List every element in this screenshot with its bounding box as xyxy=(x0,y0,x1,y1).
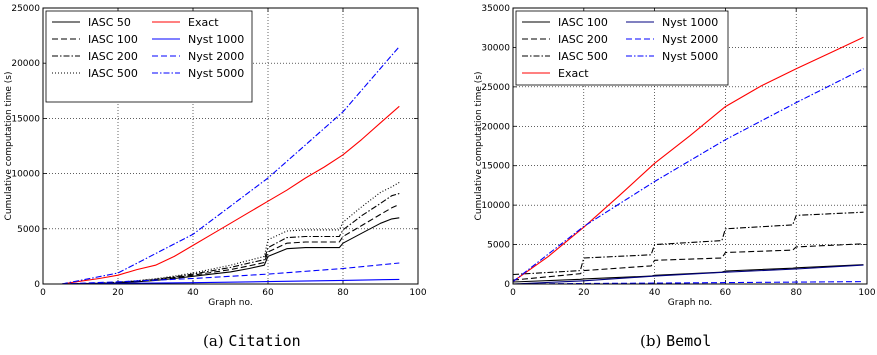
chart-panel-a: 0 20 40 60 80 100 0 5000 10000 15000 20000 25000 Gra… xyxy=(4,4,427,350)
series-group xyxy=(513,36,864,284)
y-tick-label: 5000 xyxy=(17,225,40,235)
x-tick-label: 0 xyxy=(40,288,46,298)
y-tick-label: 10000 xyxy=(481,201,510,211)
legend-label: Nyst 5000 xyxy=(188,67,244,80)
figure-caption: (b) Bemol xyxy=(640,332,711,350)
y-axis-label: Cumulative computation time (s) xyxy=(474,72,484,221)
legend-label: IASC 100 xyxy=(558,16,608,29)
legend-label: IASC 500 xyxy=(88,67,138,80)
x-tick-label: 60 xyxy=(720,288,732,298)
legend-label: IASC 100 xyxy=(88,33,138,46)
x-axis-label: Graph no. xyxy=(668,298,712,308)
figure-caption: (a) Citation xyxy=(203,332,301,350)
x-tick-label: 80 xyxy=(790,288,802,298)
y-tick-label: 10000 xyxy=(11,170,40,180)
legend-label: Nyst 1000 xyxy=(662,16,718,29)
caption-dataset-name: Bemol xyxy=(666,332,711,350)
y-tick-label: 5000 xyxy=(487,241,510,251)
x-tick-label: 80 xyxy=(337,288,349,298)
y-axis-label: Cumulative computation time (s) xyxy=(4,72,14,221)
y-tick-label: 0 xyxy=(34,280,40,290)
y-tick-label: 15000 xyxy=(11,114,40,124)
series-line-nyst-5000 xyxy=(513,68,864,283)
y-tick-label: 20000 xyxy=(481,122,510,132)
legend: IASC 100 IASC 200 IASC 500 Exact Nyst 1000 Ny… xyxy=(515,10,729,86)
legend-label: Exact xyxy=(558,67,589,80)
series-line-iasc-500 xyxy=(513,211,864,276)
series-line-iasc-200 xyxy=(513,243,864,281)
series-line-nyst-2000 xyxy=(61,262,400,284)
y-tick-label: 15000 xyxy=(481,162,510,172)
series-line-exact xyxy=(513,36,864,283)
legend-label: IASC 200 xyxy=(558,33,608,46)
legend-box xyxy=(515,10,729,86)
series-line-exact xyxy=(61,105,400,284)
caption-prefix: (b) xyxy=(640,332,666,350)
x-tick-label: 40 xyxy=(187,288,199,298)
y-tick-label: 25000 xyxy=(481,83,510,93)
series-line-iasc-200 xyxy=(61,192,400,284)
x-tick-label: 20 xyxy=(578,288,590,298)
legend-label: Nyst 5000 xyxy=(662,50,718,63)
caption-prefix: (a) xyxy=(203,332,228,350)
legend-box xyxy=(45,10,253,103)
x-tick-label: 60 xyxy=(262,288,274,298)
y-tick-label: 30000 xyxy=(481,43,510,53)
chart-panel-b: 0 20 40 60 80 100 0 5000 10000 15000 20000 25000 300… xyxy=(474,4,876,350)
x-tick-label: 100 xyxy=(409,288,426,298)
legend-label: Exact xyxy=(188,16,219,29)
y-tick-label: 20000 xyxy=(11,59,40,69)
x-tick-label: 20 xyxy=(112,288,124,298)
x-tick-label: 100 xyxy=(858,288,875,298)
plot-frame xyxy=(512,7,868,285)
x-tick-label: 40 xyxy=(649,288,661,298)
caption-dataset-name: Citation xyxy=(228,332,300,350)
legend-label: IASC 500 xyxy=(558,50,608,63)
x-axis-label: Graph no. xyxy=(208,298,252,308)
series-line-nyst-5000 xyxy=(61,46,400,284)
legend-label: Nyst 2000 xyxy=(662,33,718,46)
series-line-iasc-100 xyxy=(513,264,864,283)
series-line-nyst-1000 xyxy=(513,264,864,284)
legend-label: IASC 50 xyxy=(88,16,131,29)
legend-label: Nyst 1000 xyxy=(188,33,244,46)
plot-frame xyxy=(42,7,419,285)
legend-label: Nyst 2000 xyxy=(188,50,244,63)
legend-label: IASC 200 xyxy=(88,50,138,63)
y-tick-label: 35000 xyxy=(481,4,510,14)
x-tick-label: 0 xyxy=(510,288,516,298)
y-tick-label: 25000 xyxy=(11,4,40,14)
y-tick-label: 0 xyxy=(504,280,510,290)
legend: IASC 50 IASC 100 IASC 200 IASC 500 Exact Nyst… xyxy=(45,10,253,103)
series-group xyxy=(61,46,400,284)
